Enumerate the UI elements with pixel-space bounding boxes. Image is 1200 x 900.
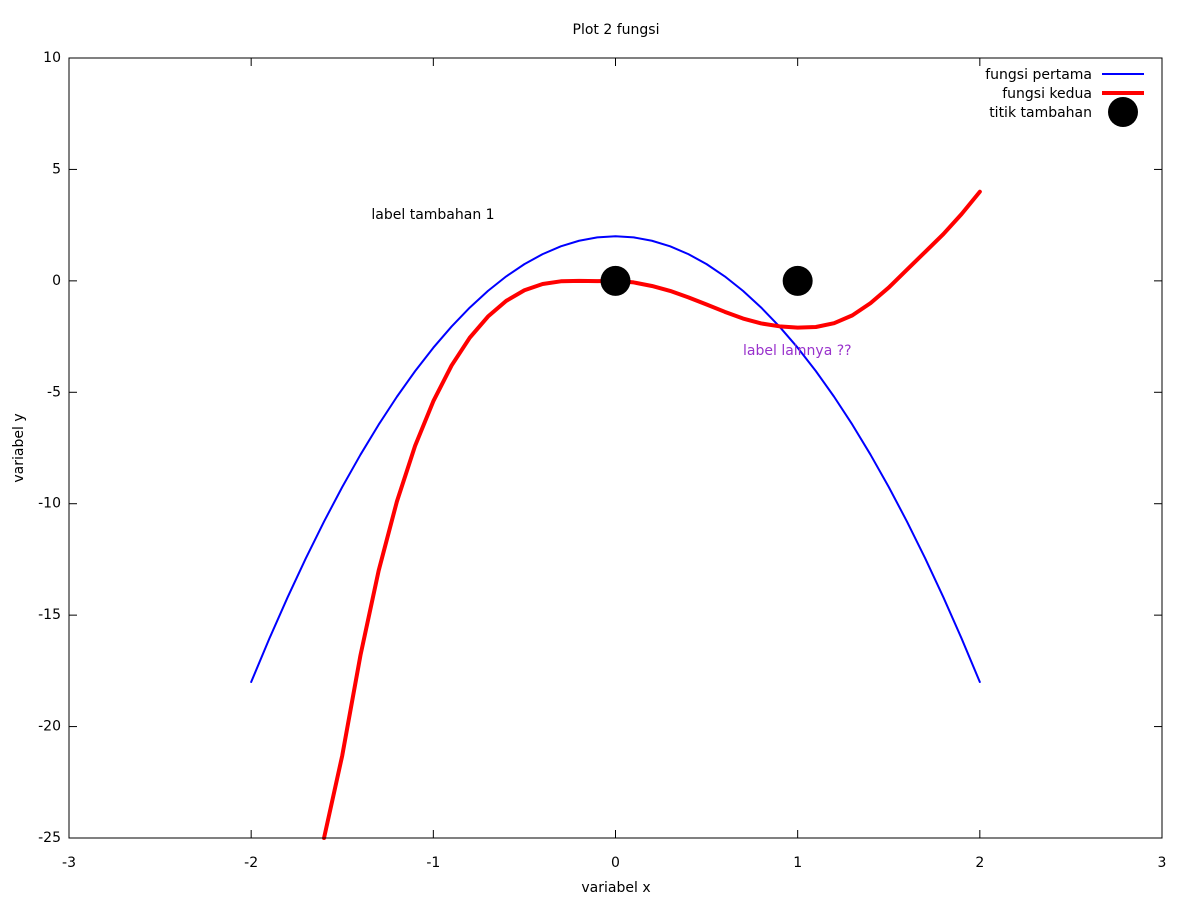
- plot-frame: [68, 57, 1163, 839]
- series-point-titik-tambahan: [782, 265, 813, 296]
- annotation-layer: label tambahan 1 label lainnya ??: [371, 207, 851, 359]
- y-axis-title: variabel y: [11, 413, 27, 482]
- x-tick-label: -3: [62, 855, 76, 871]
- x-tick-label: 3: [1158, 855, 1167, 871]
- x-tick-label: -2: [244, 855, 258, 871]
- chart-title: Plot 2 fungsi: [573, 22, 660, 38]
- y-tick-label: -20: [38, 719, 61, 735]
- x-tick-label: -1: [426, 855, 440, 871]
- series-line-fungsi-kedua: [322, 189, 982, 840]
- annotation-label-lainnya: label lainnya ??: [743, 343, 852, 359]
- x-axis-title: variabel x: [581, 880, 650, 896]
- y-tick-label: -5: [47, 384, 61, 400]
- y-tick-label: -25: [38, 830, 61, 846]
- y-tick-label: 5: [52, 161, 61, 177]
- y-tick-label: -15: [38, 607, 61, 623]
- series-point-titik-tambahan: [600, 265, 631, 296]
- series-line-fungsi-pertama: [250, 235, 981, 683]
- y-tick-label: 10: [43, 50, 61, 66]
- legend-label-titik-tambahan: titik tambahan: [989, 105, 1092, 121]
- x-tick-label: 1: [793, 855, 802, 871]
- annotation-label-tambahan-1: label tambahan 1: [371, 207, 494, 223]
- series-layer: [250, 189, 982, 840]
- legend: fungsi pertama fungsi kedua titik tambah…: [985, 67, 1144, 127]
- y-tick-label: -10: [38, 496, 61, 512]
- legend-label-fungsi-kedua: fungsi kedua: [1002, 86, 1092, 102]
- legend-swatch-titik-tambahan: [1108, 97, 1138, 127]
- x-tick-label: 0: [611, 855, 620, 871]
- y-tick-label: 0: [52, 273, 61, 289]
- legend-label-fungsi-pertama: fungsi pertama: [985, 67, 1092, 83]
- x-tick-label: 2: [975, 855, 984, 871]
